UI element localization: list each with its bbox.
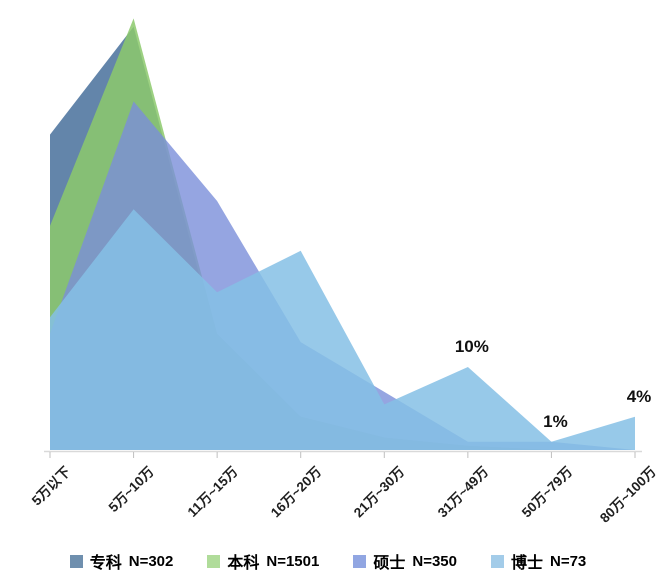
annotation-1%: 1% — [543, 411, 568, 431]
legend-swatch-icon — [353, 554, 367, 568]
legend-swatch-icon — [69, 554, 83, 568]
legend-item-专科: 专科 N=302 — [69, 549, 174, 573]
legend-swatch-icon — [207, 554, 221, 568]
series-area-3-博士 — [50, 209, 635, 450]
legend-series-name: 本科 — [227, 555, 260, 572]
legend-item-硕士: 硕士 N=350 — [353, 549, 457, 573]
legend-sample-size: N=73 — [550, 552, 587, 570]
legend-item-博士: 博士 N=73 — [490, 549, 587, 573]
area-chart-plot — [44, 18, 642, 458]
legend-sample-size: N=1501 — [266, 552, 320, 570]
legend-sample-size: N=302 — [128, 552, 174, 570]
legend-series-name: 博士 — [510, 555, 543, 572]
annotation-4%: 4% — [626, 386, 652, 406]
legend-series-name: 硕士 — [373, 555, 406, 572]
legend-swatch-icon — [490, 554, 504, 568]
chart-legend: 专科 N=302 本科 N=1501 硕士 N=350 博士 N=73 — [0, 549, 656, 573]
legend-item-本科: 本科 N=1501 — [207, 549, 319, 573]
legend-sample-size: N=350 — [412, 552, 457, 570]
legend-series-name: 专科 — [89, 555, 122, 572]
annotation-10%: 10% — [454, 337, 489, 356]
